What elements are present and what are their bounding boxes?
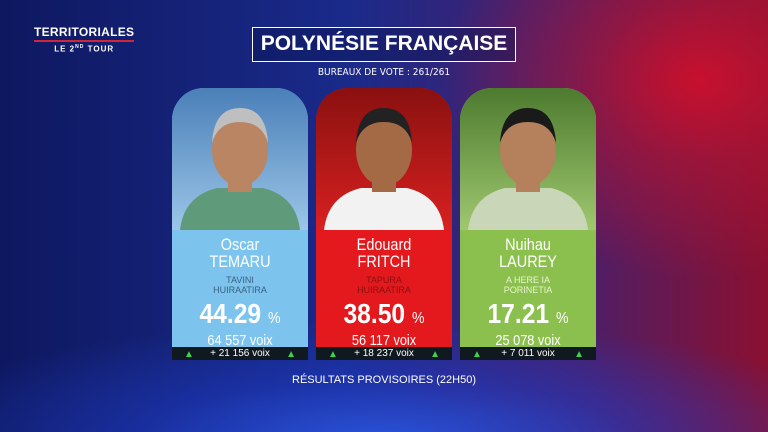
party-name: TAPURA HUIRAATIRA	[316, 275, 452, 295]
vote-count: 25 078 voix	[495, 332, 561, 349]
candidate-photo	[316, 88, 452, 230]
provisional-results-label: RÉSULTATS PROVISOIRES (22H50)	[292, 374, 476, 386]
candidate-photo	[460, 88, 596, 230]
candidate-info: Nuihau LAUREY A HERE IA PORINETIA 17.21 %…	[460, 230, 596, 349]
percentage-value: 17.21	[487, 298, 550, 329]
party-line-2: HUIRAATIRA	[357, 285, 411, 295]
vote-gain: + 18 237 voix	[354, 348, 414, 359]
candidate-last-name: LAUREY	[499, 252, 557, 271]
logo-title: TERRITORIALES	[34, 25, 135, 42]
party-line-1: TAPURA	[366, 275, 402, 285]
chevron-up-icon: ▲	[286, 349, 296, 360]
party-line-1: TAVINI	[226, 275, 254, 285]
chevron-up-icon: ▲	[328, 349, 338, 360]
percent-sign: %	[267, 310, 281, 327]
percent-sign: %	[411, 310, 425, 327]
percent-sign: %	[555, 310, 569, 327]
candidate-card: Oscar TEMARU TAVINI HUIRAATIRA 44.29 % 64…	[172, 88, 308, 360]
vote-gain-bar: ▲ + 7 011 voix ▲	[460, 347, 596, 360]
chevron-up-icon: ▲	[430, 349, 440, 360]
vote-percentage: 17.21 %	[468, 300, 588, 333]
chevron-up-icon: ▲	[574, 349, 584, 360]
vote-percentage: 38.50 %	[324, 300, 444, 333]
percentage-value: 38.50	[343, 298, 406, 329]
candidate-info: Oscar TEMARU TAVINI HUIRAATIRA 44.29 % 64…	[172, 230, 308, 349]
candidate-last-name: TEMARU	[209, 252, 271, 271]
logo-subtitle: LE 2ND TOUR	[34, 44, 134, 54]
party-line-2: HUIRAATIRA	[213, 285, 267, 295]
candidate-last-name: FRITCH	[357, 252, 411, 271]
candidate-info: Edouard FRITCH TAPURA HUIRAATIRA 38.50 % …	[316, 230, 452, 349]
candidate-card: Nuihau LAUREY A HERE IA PORINETIA 17.21 %…	[460, 88, 596, 360]
percentage-value: 44.29	[199, 298, 262, 329]
vote-percentage: 44.29 %	[180, 300, 300, 333]
vote-gain-bar: ▲ + 18 237 voix ▲	[316, 347, 452, 360]
party-name: A HERE IA PORINETIA	[460, 275, 596, 295]
vote-count: 56 117 voix	[351, 332, 417, 349]
candidate-first-name: Nuihau	[505, 235, 551, 254]
party-line-2: PORINETIA	[503, 285, 553, 295]
candidate-card: Edouard FRITCH TAPURA HUIRAATIRA 38.50 % …	[316, 88, 452, 360]
vote-gain-bar: ▲ + 21 156 voix ▲	[172, 347, 308, 360]
chevron-up-icon: ▲	[184, 349, 194, 360]
party-line-1: A HERE IA	[505, 275, 550, 285]
party-name: TAVINI HUIRAATIRA	[172, 275, 308, 295]
territoriales-logo: TERRITORIALES LE 2ND TOUR	[34, 25, 135, 54]
logo-sub-sup: ND	[75, 44, 85, 50]
candidate-first-name: Edouard	[356, 235, 412, 254]
candidate-first-name: Oscar	[220, 235, 260, 254]
vote-count: 64 557 voix	[207, 332, 273, 349]
candidate-photo	[172, 88, 308, 230]
logo-sub-b: TOUR	[84, 44, 115, 54]
page-title: POLYNÉSIE FRANÇAISE	[252, 27, 516, 62]
polling-stations-count: BUREAUX DE VOTE : 261/261	[317, 67, 451, 78]
chevron-up-icon: ▲	[472, 349, 482, 360]
vote-gain: + 21 156 voix	[210, 348, 270, 359]
logo-sub-a: LE 2	[54, 44, 76, 54]
vote-gain: + 7 011 voix	[501, 348, 555, 359]
